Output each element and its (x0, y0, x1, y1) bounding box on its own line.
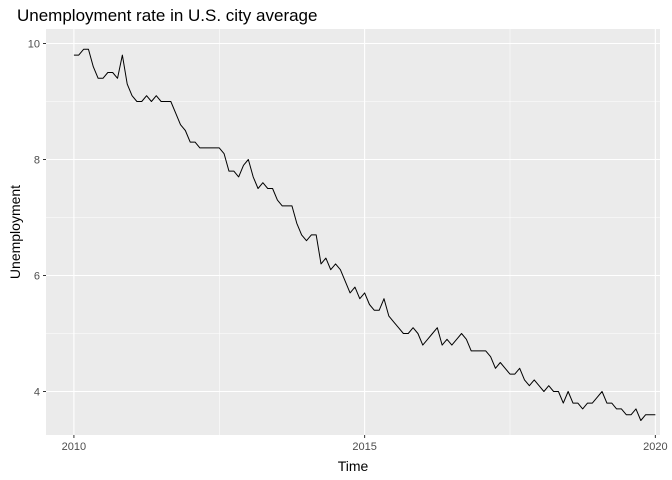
x-axis-title: Time (338, 458, 369, 474)
series-layer (73, 48, 656, 421)
y-tick-label: 8 (34, 155, 40, 167)
x-tick-label: 2015 (352, 441, 376, 453)
y-tick-label: 10 (28, 39, 40, 51)
x-tick-label: 2010 (62, 441, 86, 453)
y-tick-label: 4 (34, 387, 40, 399)
series-line (73, 48, 656, 421)
y-tick-label: 6 (34, 271, 40, 283)
chart-title: Unemployment rate in U.S. city average (17, 6, 318, 25)
x-tick-label: 2020 (643, 441, 667, 453)
y-axis-title: Unemployment (7, 185, 23, 279)
axis-layer: 2010 2015 2020 4 6 8 10 (28, 39, 668, 454)
grid-layer (46, 29, 660, 435)
plot-panel (46, 29, 660, 435)
